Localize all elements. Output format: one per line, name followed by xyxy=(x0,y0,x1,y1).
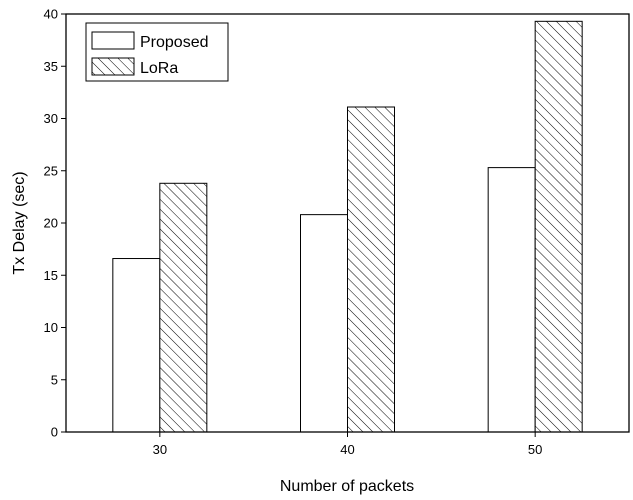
bar-lora-50 xyxy=(534,20,583,433)
x-axis-ticks: 30 40 50 xyxy=(153,432,542,457)
bar-proposed-40 xyxy=(300,214,348,433)
y-tick-label: 25 xyxy=(44,163,58,178)
y-tick-label: 20 xyxy=(44,216,58,231)
legend-label-proposed: Proposed xyxy=(140,34,209,51)
y-tick-label: 30 xyxy=(44,111,58,126)
legend-label-lora: LoRa xyxy=(140,60,178,77)
bar-lora-30 xyxy=(159,182,208,433)
bar-proposed-50 xyxy=(487,167,536,433)
y-tick-label: 15 xyxy=(44,268,58,283)
legend: Proposed LoRa xyxy=(85,22,229,82)
legend-swatch-lora xyxy=(91,57,135,76)
x-axis-title: Number of packets xyxy=(280,478,414,495)
y-tick-label: 10 xyxy=(44,320,58,335)
y-tick-label: 0 xyxy=(51,425,58,440)
y-axis-ticks: 0 5 10 15 20 25 30 35 40 xyxy=(44,7,66,440)
bar-proposed-30 xyxy=(112,258,161,433)
legend-swatch-proposed xyxy=(91,31,135,50)
x-tick-label: 40 xyxy=(340,442,354,457)
y-tick-label: 35 xyxy=(44,59,58,74)
bars-group xyxy=(112,20,583,433)
x-tick-label: 50 xyxy=(528,442,542,457)
y-tick-label: 40 xyxy=(44,7,58,22)
y-axis-title: Tx Delay (sec) xyxy=(11,171,28,274)
y-tick-label: 5 xyxy=(51,372,58,387)
x-tick-label: 30 xyxy=(153,442,167,457)
bar-lora-40 xyxy=(347,106,395,433)
